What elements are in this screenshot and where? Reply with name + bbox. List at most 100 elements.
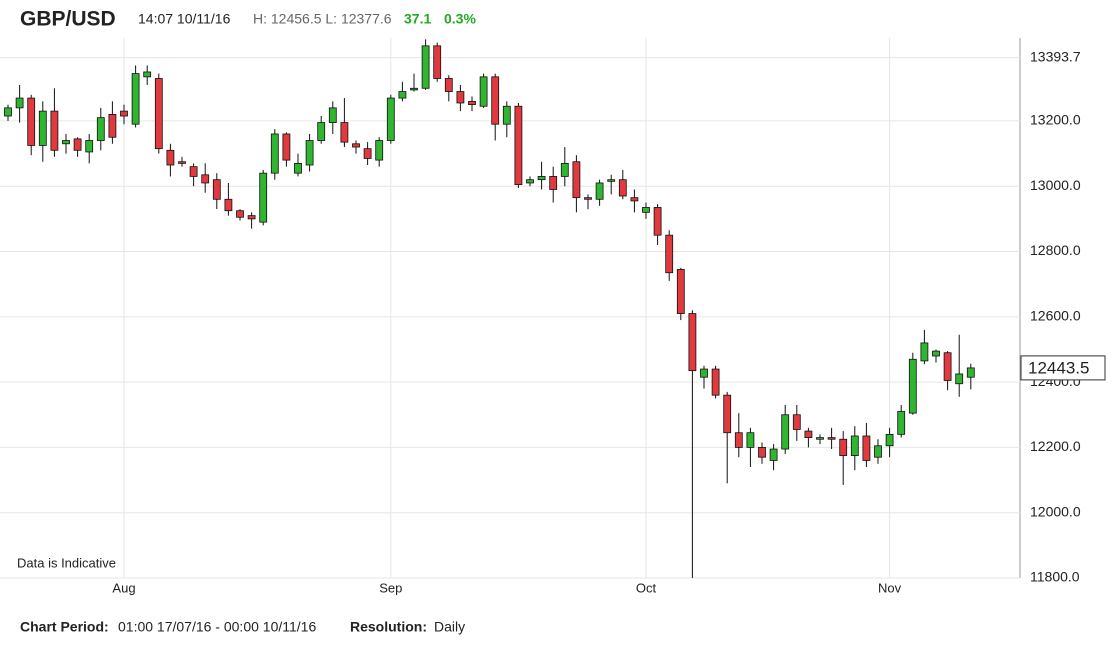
candle-body	[781, 414, 790, 450]
y-tick-label: 12800.0	[1030, 242, 1081, 258]
candle-body	[282, 133, 291, 161]
candle-body	[85, 140, 94, 153]
x-tick-label: Nov	[878, 580, 902, 595]
y-tick-label: 11800.0	[1030, 569, 1080, 585]
candle-body	[769, 448, 778, 461]
last-price-box	[1020, 355, 1106, 381]
candle-body	[700, 368, 708, 378]
candle-body	[178, 161, 186, 164]
candle-body	[73, 138, 82, 151]
candle-body	[734, 432, 743, 448]
candle-body	[572, 161, 581, 199]
candle-body	[537, 176, 546, 181]
candle-body	[630, 197, 639, 202]
x-tick-label: Oct	[636, 580, 657, 595]
candle-body	[607, 179, 616, 182]
candle-body	[943, 352, 952, 381]
candle-body	[618, 179, 627, 197]
y-tick-label: 13200.0	[1030, 112, 1081, 128]
change-pct: 0.3%	[444, 11, 476, 27]
candle-body	[38, 110, 47, 146]
candle-body	[410, 87, 418, 91]
candle-body	[236, 210, 244, 218]
candle-body	[224, 198, 233, 212]
candle-body	[4, 107, 12, 117]
candle-body	[723, 394, 732, 434]
y-tick-label: 13393.7	[1030, 48, 1081, 64]
y-tick-label: 12600.0	[1030, 308, 1081, 324]
candle-body	[201, 174, 210, 184]
candle-body	[758, 447, 766, 458]
candle-body	[398, 91, 407, 99]
candle-body	[96, 117, 105, 141]
candle-body	[328, 107, 337, 123]
candle-body	[584, 197, 592, 200]
range: H: 12456.5 L: 12377.6	[253, 11, 392, 27]
candle-body	[526, 179, 534, 184]
candle-body	[444, 78, 453, 92]
candle-body	[908, 358, 917, 414]
candle-body	[874, 445, 882, 458]
candle-body	[816, 437, 824, 440]
candle-body	[827, 437, 836, 440]
candle-body	[792, 414, 801, 430]
candle-body	[502, 105, 511, 125]
candle-body	[839, 438, 848, 456]
x-tick-label: Aug	[112, 580, 135, 595]
candle-body	[549, 176, 558, 190]
candle-body	[131, 73, 140, 125]
candle-body	[270, 133, 279, 174]
candle-body	[340, 122, 349, 143]
candle-body	[966, 367, 975, 378]
candle-body	[932, 350, 940, 357]
candle-body	[62, 140, 70, 145]
candle-body	[491, 76, 500, 125]
y-tick-label: 12000.0	[1030, 503, 1081, 519]
time: 14:07 10/11/16	[138, 11, 231, 27]
candle-body	[676, 269, 685, 314]
candle-body	[154, 78, 163, 150]
candle-body	[317, 122, 326, 141]
candle-body	[259, 172, 268, 223]
candle-body	[468, 100, 476, 106]
candle-body	[862, 435, 871, 461]
candle-body	[665, 234, 674, 274]
candle-body	[642, 207, 650, 213]
candle-body	[711, 368, 720, 396]
candle-body	[212, 179, 221, 200]
candle-body	[920, 342, 929, 362]
candle-body	[479, 76, 488, 107]
candle-body	[560, 162, 569, 177]
resolution: Daily	[434, 619, 465, 635]
candle-body	[143, 71, 152, 78]
candle-body	[120, 110, 128, 117]
candle-body	[375, 140, 384, 161]
resolution-label: Resolution:	[350, 619, 427, 635]
candle-body	[50, 110, 59, 151]
candle-body	[595, 182, 604, 200]
candle-body	[108, 113, 117, 138]
candle-body	[688, 313, 697, 372]
candle-body	[294, 162, 302, 174]
candle-body	[456, 91, 465, 104]
candle-body	[166, 149, 175, 166]
candle-body	[352, 143, 360, 148]
candle-body	[305, 140, 314, 166]
period-label: Chart Period:	[20, 619, 109, 635]
candle-body	[27, 97, 36, 146]
candle-body	[653, 207, 662, 236]
candle-body	[746, 432, 755, 448]
candle-body	[386, 97, 395, 141]
candle-body	[804, 430, 813, 439]
candle-body	[897, 411, 906, 435]
candle-body	[885, 433, 894, 447]
period: 01:00 17/07/16 - 00:00 10/11/16	[118, 619, 316, 635]
candle-body	[433, 45, 442, 79]
candle-body	[189, 166, 198, 177]
candle-body	[247, 215, 256, 220]
symbol: GBP/USD	[20, 8, 116, 31]
candle-body	[363, 148, 372, 159]
candle-body	[850, 435, 859, 456]
